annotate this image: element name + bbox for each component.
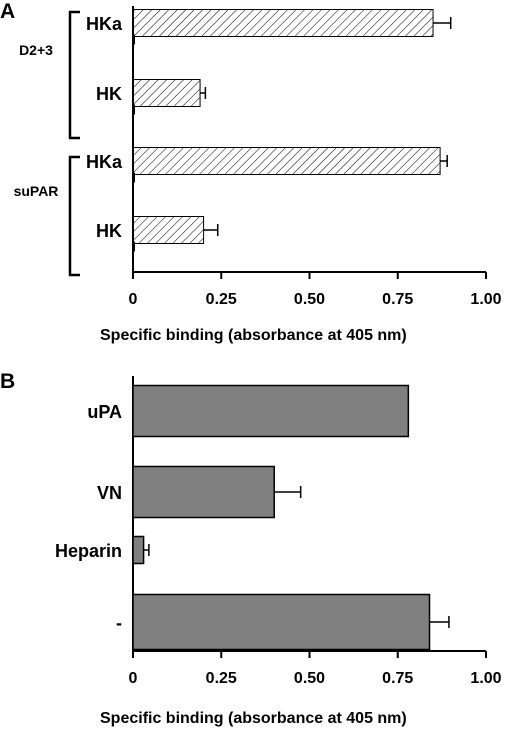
panel-a-x-tick-label: 0.25 xyxy=(206,291,237,308)
control-bar xyxy=(133,104,135,115)
category-label: uPA xyxy=(87,402,122,422)
panel-b-x-tick-label: 0.75 xyxy=(382,670,413,687)
bar xyxy=(132,465,275,519)
panel-a-chart: A D2+3 HKa HK suPAR HKa HK 0 0.25 0.50 0.75 1.00 S… xyxy=(0,0,502,344)
bar xyxy=(132,593,431,651)
panel-a-label: A xyxy=(0,0,15,23)
control-bar xyxy=(133,172,135,183)
category-label: HKa xyxy=(86,152,123,172)
bar xyxy=(132,216,205,244)
panel-a-x-tick-label: 0.50 xyxy=(294,291,325,308)
panel-b-x-tick-label: 1.00 xyxy=(470,670,501,687)
control-bar xyxy=(133,34,135,45)
panel-b-x-tick-label: 0.50 xyxy=(294,670,325,687)
panel-a-x-tick-label: 0 xyxy=(129,291,138,308)
bar xyxy=(132,9,434,37)
group-label: D2+3 xyxy=(19,42,53,58)
category-label: HK xyxy=(96,84,122,104)
control-bar xyxy=(133,241,135,252)
group-label: suPAR xyxy=(14,183,59,199)
bar xyxy=(132,79,201,107)
panel-b-label: B xyxy=(0,370,15,393)
group-bracket xyxy=(68,155,80,277)
group-bracket xyxy=(68,10,80,140)
category-label: Heparin xyxy=(55,541,122,561)
bar xyxy=(132,147,441,175)
panel-b-x-tick-label: 0 xyxy=(129,670,138,687)
panel-b-x-axis-label: Specific binding (absorbance at 405 nm) xyxy=(100,710,407,727)
bar xyxy=(132,535,145,565)
panel-a-x-axis-label: Specific binding (absorbance at 405 nm) xyxy=(100,327,407,344)
category-label: HK xyxy=(96,221,122,241)
bar xyxy=(132,384,410,438)
panel-a-x-tick-label: 1.00 xyxy=(470,291,501,308)
category-label: - xyxy=(116,613,122,633)
panel-b-x-tick-label: 0.25 xyxy=(206,670,237,687)
category-label: VN xyxy=(97,483,122,503)
panel-a-x-tick-label: 0.75 xyxy=(382,291,413,308)
panel-b-chart: B uPA VN Heparin - 0 0.25 0.50 0.75 1.00 Specifi… xyxy=(0,370,502,727)
category-label: HKa xyxy=(86,14,123,34)
